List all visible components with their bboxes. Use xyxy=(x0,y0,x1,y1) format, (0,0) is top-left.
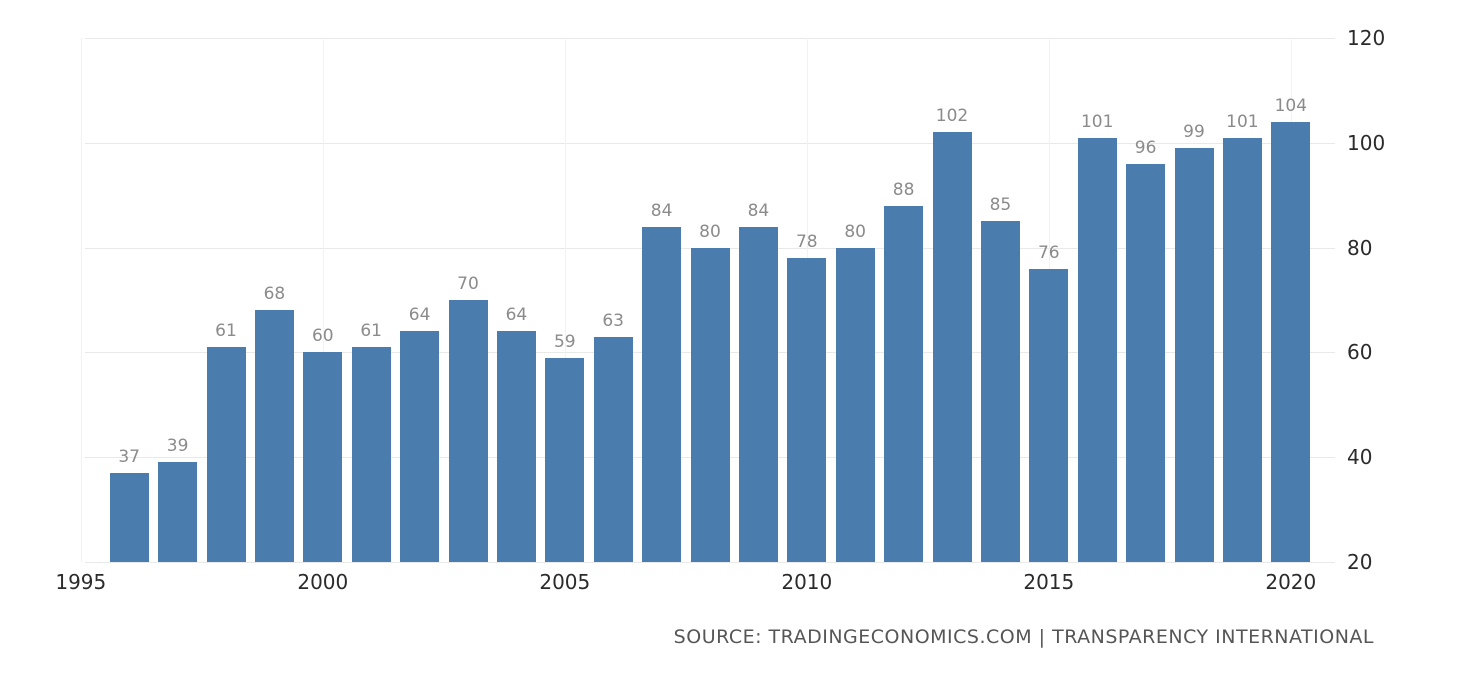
bar-2008[interactable] xyxy=(690,247,730,562)
bar-value-label: 101 xyxy=(1080,111,1114,132)
x-axis-tick-label: 2020 xyxy=(1265,570,1317,594)
bar-value-label: 63 xyxy=(602,310,625,331)
bar-value-label: 60 xyxy=(311,326,334,347)
x-axis-tick-label: 2005 xyxy=(539,570,591,594)
gridline-h xyxy=(85,562,1335,563)
x-axis-tick-label: 1995 xyxy=(55,570,107,594)
bar-value-label: 64 xyxy=(408,305,431,326)
bar-value-label: 88 xyxy=(892,179,915,200)
x-axis-tick-label: 2000 xyxy=(297,570,349,594)
bar-value-label: 78 xyxy=(795,232,818,253)
bar-value-label: 68 xyxy=(263,284,286,305)
bar-value-label: 70 xyxy=(457,274,479,294)
gridline-v xyxy=(322,38,324,562)
y-axis-tick-label: 60 xyxy=(1347,340,1373,365)
bar-2012[interactable] xyxy=(884,205,924,562)
bar-2009[interactable] xyxy=(738,226,778,562)
bar-value-label: 102 xyxy=(935,106,969,127)
bar-value-label: 101 xyxy=(1226,111,1259,132)
x-axis-tick-label: 2015 xyxy=(1023,570,1075,594)
bar-2002[interactable] xyxy=(400,331,440,562)
y-axis-labels: 120 100 80 60 40 20 xyxy=(1347,26,1437,574)
bar-2003[interactable] xyxy=(448,300,488,562)
bar-2004[interactable] xyxy=(496,331,536,562)
bar-value-label: 61 xyxy=(215,321,237,342)
bar-2019[interactable] xyxy=(1222,137,1262,562)
bar-value-label: 80 xyxy=(844,221,867,242)
bar-2017[interactable] xyxy=(1126,163,1166,562)
bar-2010[interactable] xyxy=(787,258,827,562)
bar-1997[interactable] xyxy=(158,462,198,562)
bar-value-label: 80 xyxy=(699,221,721,242)
bar-value-label: 85 xyxy=(989,195,1012,216)
bar-value-label: 76 xyxy=(1037,242,1060,263)
bar-value-label: 61 xyxy=(360,321,383,342)
bar-value-label: 96 xyxy=(1134,137,1157,158)
bar-value-label: 64 xyxy=(505,305,528,326)
y-axis-tick-label: 100 xyxy=(1347,130,1386,155)
bar-value-label: 84 xyxy=(650,200,673,221)
bar-1999[interactable] xyxy=(254,310,294,562)
bar-2014[interactable] xyxy=(980,221,1020,562)
gridline-v xyxy=(564,38,566,562)
y-axis-tick-label: 40 xyxy=(1347,445,1373,470)
source-caption: SOURCE: TRADINGECONOMICS.COM | TRANSPARE… xyxy=(673,626,1374,648)
y-axis-tick-label: 20 xyxy=(1347,550,1373,574)
bar-value-label: 37 xyxy=(118,446,141,467)
bar-value-label: 59 xyxy=(553,331,576,352)
bar-1996[interactable] xyxy=(109,472,149,562)
bar-2020[interactable] xyxy=(1271,121,1311,562)
bar-value-label: 84 xyxy=(747,200,770,221)
bar-2018[interactable] xyxy=(1174,148,1214,562)
x-axis-tick-label: 2010 xyxy=(781,570,833,594)
bar-2000[interactable] xyxy=(303,352,343,562)
bar-2005[interactable] xyxy=(545,357,585,562)
bar-2016[interactable] xyxy=(1077,137,1117,562)
bar-value-label: 99 xyxy=(1183,122,1205,143)
bar-chart: 1995 2000 2005 2010 2015 2020 37 39 61 68 60 61 64 70… xyxy=(55,38,1335,594)
bar-2011[interactable] xyxy=(835,247,875,562)
bar-1998[interactable] xyxy=(206,347,246,562)
gridline-h xyxy=(85,38,1335,39)
bar-2013[interactable] xyxy=(932,132,972,562)
bar-value-label: 39 xyxy=(166,436,189,457)
bar-2015[interactable] xyxy=(1029,268,1069,562)
gridline-v xyxy=(80,38,82,562)
gridline-h xyxy=(85,142,1335,144)
bar-value-label: 104 xyxy=(1274,95,1308,116)
bar-2007[interactable] xyxy=(642,226,682,562)
y-axis-tick-label: 80 xyxy=(1347,235,1373,260)
bar-2006[interactable] xyxy=(593,336,633,562)
bar-2001[interactable] xyxy=(351,347,391,562)
y-axis-tick-label: 120 xyxy=(1347,26,1386,50)
